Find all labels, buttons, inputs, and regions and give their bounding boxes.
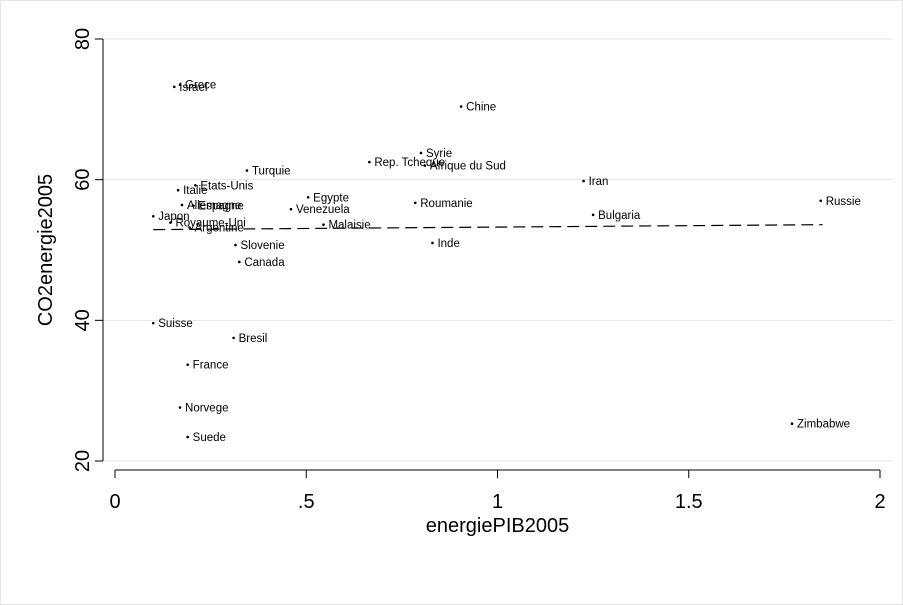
data-point [188, 226, 191, 229]
data-point [431, 241, 434, 245]
data-point [368, 160, 371, 164]
x-axis-title: energiePIB2005 [426, 515, 569, 537]
data-point [178, 83, 182, 87]
point-label: Malaisie [328, 220, 370, 232]
data-point [459, 105, 463, 108]
point-label: Grece [185, 80, 216, 92]
data-point [322, 223, 325, 226]
y-axis-title: CO2energie2005 [35, 174, 57, 326]
data-point [289, 207, 293, 211]
data-point [591, 213, 595, 217]
point-label: Italie [183, 185, 207, 197]
data-point [306, 195, 310, 199]
point-label: France [193, 360, 229, 372]
point-label: Bresil [239, 333, 268, 345]
data-point [186, 435, 189, 439]
data-point [194, 183, 197, 187]
point-label: Royaume-Uni [175, 218, 245, 230]
data-point [192, 204, 195, 207]
x-tick-label: 0 [109, 491, 120, 513]
y-tick-label: 80 [72, 28, 94, 50]
point-label: Chine [466, 102, 496, 114]
data-point [180, 203, 184, 207]
data-point [176, 188, 180, 192]
point-label: Espagne [198, 201, 243, 213]
data-point [419, 151, 423, 155]
point-label: Rep. Tcheque [374, 157, 445, 169]
data-point [819, 199, 823, 203]
point-label: Allemagne [187, 200, 241, 212]
point-label: Afrique du Sud [430, 161, 506, 173]
data-point [169, 221, 172, 224]
x-tick-label: 1 [492, 491, 503, 513]
point-label: Egypte [313, 192, 349, 204]
data-point [582, 179, 585, 183]
point-label: Norvege [185, 403, 228, 415]
point-label: Roumanie [420, 198, 472, 210]
point-label: Japon [158, 211, 189, 223]
point-label: Suisse [158, 318, 193, 330]
point-label: Bulgaria [598, 210, 641, 222]
point-label: Turquie [252, 166, 291, 178]
data-point [186, 363, 189, 366]
y-tick-label: 60 [72, 169, 94, 191]
y-tick-label: 40 [72, 309, 94, 331]
point-label: Argentine [195, 222, 244, 234]
data-point [790, 422, 794, 426]
point-label: Suede [193, 432, 226, 444]
data-point [232, 336, 235, 340]
data-point [178, 406, 182, 409]
point-label: Russie [826, 196, 861, 208]
point-label: Canada [244, 257, 285, 269]
data-point [245, 169, 249, 172]
point-label: Israel [179, 82, 207, 94]
data-point [172, 85, 176, 89]
y-tick-label: 20 [72, 450, 94, 472]
fit-line [153, 224, 823, 231]
point-label: Inde [437, 238, 459, 250]
x-tick-label: .5 [298, 491, 315, 513]
data-point [151, 214, 155, 218]
data-point [151, 321, 155, 325]
point-label: Etats-Unis [200, 180, 253, 192]
x-tick-label: 1.5 [675, 491, 703, 513]
x-tick-label: 2 [874, 491, 885, 513]
point-label: Zimbabwe [797, 419, 850, 431]
data-point [423, 164, 427, 167]
data-point [238, 260, 241, 264]
point-label: Venezuela [296, 204, 350, 216]
point-label: Iran [589, 176, 609, 188]
point-label: Syrie [426, 148, 452, 160]
data-point [234, 243, 237, 247]
plot-area [103, 10, 893, 470]
point-label: Slovenie [240, 240, 284, 252]
data-point [413, 201, 417, 205]
